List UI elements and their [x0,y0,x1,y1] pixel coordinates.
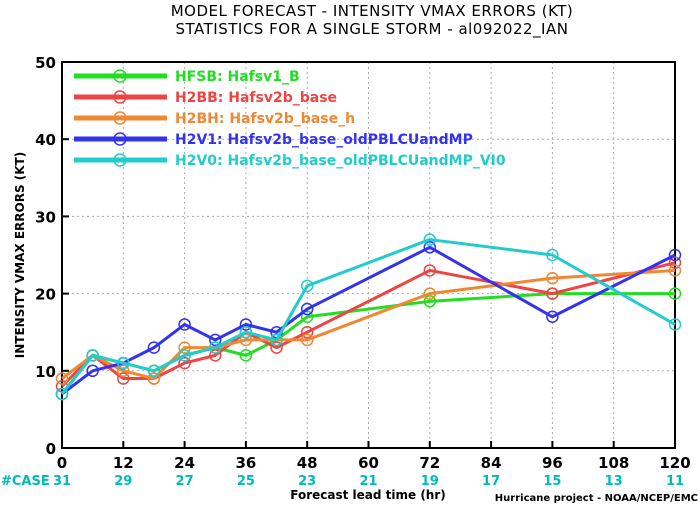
legend-label: H2V1: Hafsv2b_base_oldPBLCUandMP [175,132,473,148]
data-point [423,264,437,277]
data-point [55,387,69,401]
y-tick-label: 20 [35,286,56,304]
x-tick-label: 12 [113,454,134,472]
data-point [239,349,253,362]
x-tick-label: 48 [297,454,318,472]
data-point [668,264,682,277]
legend-label: H2V0: Hafsv2b_base_oldPBLCUandMP_VI0 [175,153,506,169]
data-point [300,302,314,316]
y-axis-label: INTENSITY VMAX ERRORS (KT) [13,152,27,358]
data-point [55,372,69,385]
data-point [117,364,130,378]
x-tick-label: 24 [174,454,195,472]
case-count: 27 [176,474,194,489]
legend-label: H2BB: Hafsv2b_base [175,90,337,106]
x-tick-label: 84 [481,454,502,472]
data-point [209,333,222,347]
case-count: 17 [482,474,500,489]
legend-item-3: H2BH: Hafsv2b_base_h [74,111,355,127]
case-count: 11 [666,474,684,489]
data-point [86,349,99,362]
data-point [546,248,559,262]
case-count: 29 [114,474,132,489]
data-point [147,364,161,378]
data-point [239,333,253,347]
legend-swatch-marker [113,132,127,146]
legend: HFSB: Hafsv1_B H2BB: Hafsv2b_base H2BH: Ha… [74,69,506,169]
data-point [300,333,314,347]
x-tick-label: 120 [659,454,690,472]
data-point [300,310,314,324]
data-point [86,364,99,378]
legend-item-2: H2BB: Hafsv2b_base [74,90,337,106]
axis-ticks: 0 12 24 36 48 60 72 84 96 108 120 0 10 20 30 40 50 [35,54,691,472]
data-point [209,341,222,354]
x-axis-label: Forecast lead time (hr) [290,488,446,502]
data-point [668,248,682,262]
x-tick-label: 36 [235,454,256,472]
data-point [270,333,283,347]
data-point [423,287,437,300]
y-tick-label: 40 [35,131,56,149]
data-point [423,295,437,308]
case-count: 13 [605,474,623,489]
data-point [668,256,682,269]
x-tick-label: 96 [542,454,563,472]
x-tick-label: 72 [419,454,440,472]
data-point [178,349,191,362]
data-point [209,349,222,362]
chart-title-line2: STATISTICS FOR A SINGLE STORM - al092022… [176,20,569,39]
y-tick-label: 30 [35,208,56,226]
x-tick-label: 60 [358,454,379,472]
legend-item-5: H2V0: Hafsv2b_base_oldPBLCUandMP_VI0 [74,153,506,169]
legend-swatch-marker [113,90,127,104]
legend-item-1: HFSB: Hafsv1_B [74,69,300,85]
series-layer [55,233,682,401]
data-point [239,318,253,331]
legend-item-4: H2V1: Hafsv2b_base_oldPBLCUandMP [74,132,473,148]
data-point [178,341,191,354]
case-label: #CASE [1,474,50,489]
data-point [147,372,161,385]
data-point [178,356,191,370]
legend-swatch-marker [113,111,127,125]
data-point [423,233,437,246]
case-count: 19 [421,474,439,489]
x-tick-label: 0 [57,454,67,472]
data-point [546,287,559,300]
y-tick-label: 50 [35,54,56,72]
legend-label: H2BH: Hafsv2b_base_h [175,111,355,127]
case-counts: #CASE 31 29 27 25 23 21 19 17 15 13 11 [1,474,684,489]
data-point [239,325,253,339]
case-count: 23 [298,474,316,489]
case-count: 25 [237,474,255,489]
y-tick-label: 10 [35,363,56,381]
case-count: 21 [359,474,377,489]
case-count: 15 [543,474,561,489]
data-point [117,356,130,370]
data-point [178,318,191,331]
legend-swatch-marker [113,69,127,83]
y-tick-label: 0 [46,440,56,458]
credit-text: Hurricane project - NOAA/NCEP/EMC [495,493,698,504]
data-point [270,341,283,354]
series-5 [55,233,682,401]
data-point [546,310,559,324]
data-point [147,341,161,354]
legend-swatch-marker [113,153,127,167]
data-point [668,287,682,300]
data-point [423,241,437,254]
data-point [300,279,314,293]
x-tick-label: 108 [598,454,629,472]
data-point [668,318,682,331]
data-point [546,271,559,285]
series-4 [55,241,682,401]
case-count: 31 [53,474,71,489]
legend-label: HFSB: Hafsv1_B [175,69,300,85]
chart-title-line1: MODEL FORECAST - INTENSITY VMAX ERRORS (… [171,2,574,20]
data-point [300,325,314,339]
data-point [117,372,130,385]
